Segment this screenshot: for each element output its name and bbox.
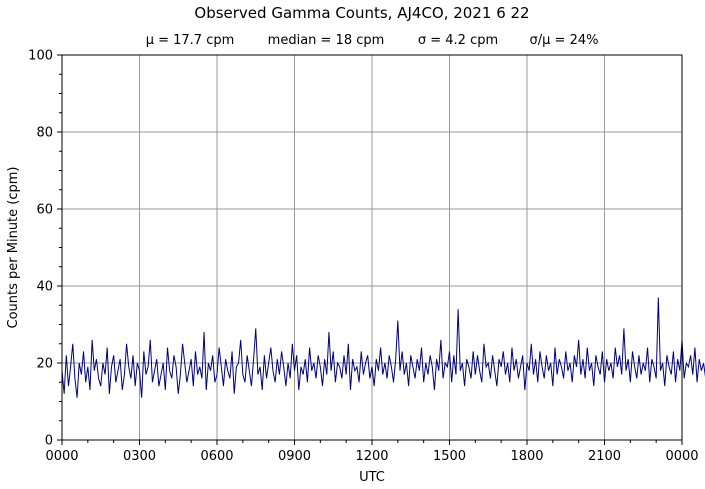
x-tick-label: 1500 — [433, 449, 466, 464]
x-tick-label: 0600 — [200, 449, 233, 464]
series-line — [61, 297, 705, 398]
grid-lines — [62, 55, 682, 440]
series-group — [61, 297, 705, 398]
stats-row: μ = 17.7 cpm median = 18 cpm σ = 4.2 cpm σ/… — [146, 33, 599, 48]
x-tick-label: 2100 — [588, 449, 621, 464]
x-tick-label: 1800 — [510, 449, 543, 464]
stat-label: σ/μ = 24% — [530, 33, 599, 48]
x-tick-label: 0300 — [123, 449, 156, 464]
y-tick-label: 60 — [36, 203, 53, 218]
y-tick-label: 20 — [36, 357, 53, 372]
y-tick-label: 80 — [36, 126, 53, 141]
x-tick-label: 0900 — [278, 449, 311, 464]
x-tick-label: 0000 — [665, 449, 698, 464]
axis-ticks: 0000 0300 0600 0900 1200 1500 1800 2100 00000204… — [28, 49, 698, 465]
y-tick-label: 100 — [28, 49, 53, 64]
x-tick-label: 1200 — [355, 449, 388, 464]
stat-label: σ = 4.2 cpm — [418, 33, 498, 48]
y-tick-label: 40 — [36, 280, 53, 295]
y-tick-label: 0 — [45, 434, 53, 449]
x-axis-label: UTC — [359, 470, 385, 485]
y-axis-label: Counts per Minute (cpm) — [6, 167, 21, 329]
stat-label: μ = 17.7 cpm — [146, 33, 235, 48]
chart-title: Observed Gamma Counts, AJ4CO, 2021 6 22 — [194, 4, 529, 22]
x-tick-label: 0000 — [45, 449, 78, 464]
stat-label: median = 18 cpm — [268, 33, 385, 48]
